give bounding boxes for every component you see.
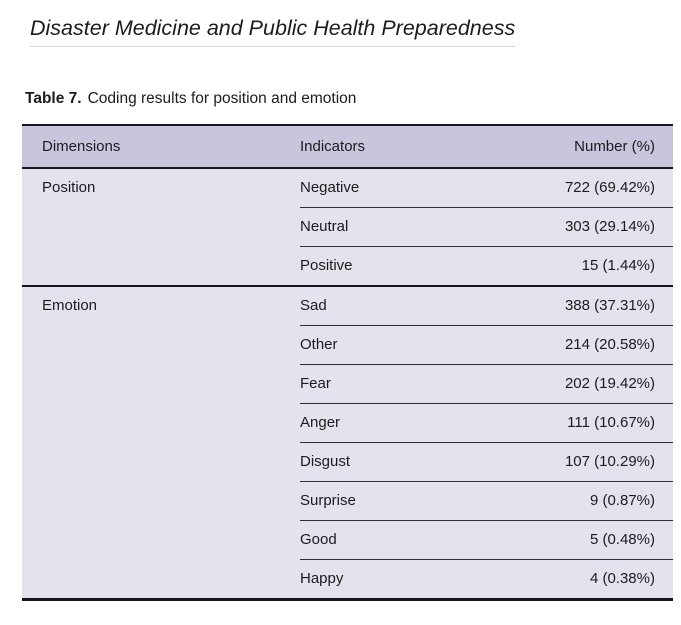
number-cell: 9 (0.87%) xyxy=(515,481,673,521)
indicator-cell: Other xyxy=(300,325,515,365)
coding-results-table: Dimensions Indicators Number (%) Positio… xyxy=(22,124,673,601)
indicator-cell: Good xyxy=(300,520,515,560)
number-cell: 15 (1.44%) xyxy=(515,246,673,286)
indicator-cell: Surprise xyxy=(300,481,515,521)
column-header-number: Number (%) xyxy=(515,125,673,169)
number-cell: 4 (0.38%) xyxy=(515,559,673,600)
journal-title: Disaster Medicine and Public Health Prep… xyxy=(30,15,516,47)
table-row-good: Good 5 (0.48%) xyxy=(22,520,673,560)
indicator-cell: Positive xyxy=(300,246,515,286)
table-row-happy: Happy 4 (0.38%) xyxy=(22,559,673,600)
indicator-cell: Disgust xyxy=(300,442,515,482)
table-row-other: Other 214 (20.58%) xyxy=(22,325,673,365)
table-caption-text: Coding results for position and emotion xyxy=(87,90,357,107)
indicator-cell: Neutral xyxy=(300,207,515,247)
number-cell: 388 (37.31%) xyxy=(515,285,673,326)
indicator-cell: Anger xyxy=(300,403,515,443)
column-header-indicators: Indicators xyxy=(300,125,515,169)
dimension-cell-position: Position xyxy=(22,168,300,286)
number-cell: 722 (69.42%) xyxy=(515,168,673,208)
table-caption-label: Table 7. xyxy=(25,90,82,107)
table-row-anger: Anger 111 (10.67%) xyxy=(22,403,673,443)
number-cell: 214 (20.58%) xyxy=(515,325,673,365)
number-cell: 202 (19.42%) xyxy=(515,364,673,404)
dimension-cell-emotion: Emotion xyxy=(22,285,300,600)
number-cell: 303 (29.14%) xyxy=(515,207,673,247)
indicator-cell: Happy xyxy=(300,559,515,600)
number-cell: 107 (10.29%) xyxy=(515,442,673,482)
number-cell: 5 (0.48%) xyxy=(515,520,673,560)
table-row-fear: Fear 202 (19.42%) xyxy=(22,364,673,404)
number-cell: 111 (10.67%) xyxy=(515,403,673,443)
table-row-neutral: Neutral 303 (29.14%) xyxy=(22,207,673,247)
indicator-cell: Negative xyxy=(300,168,515,208)
table-row-sad: Emotion Sad 388 (37.31%) xyxy=(22,285,673,600)
table-caption: Table 7. Coding results for position and … xyxy=(25,89,681,109)
table-header-row: Dimensions Indicators Number (%) xyxy=(22,125,673,169)
table-row-negative: Position Negative 722 (69.42%) xyxy=(22,168,673,286)
indicator-cell: Fear xyxy=(300,364,515,404)
table-row-positive: Positive 15 (1.44%) xyxy=(22,246,673,286)
table-row-surprise: Surprise 9 (0.87%) xyxy=(22,481,673,521)
indicator-cell: Sad xyxy=(300,285,515,326)
table-row-disgust: Disgust 107 (10.29%) xyxy=(22,442,673,482)
column-header-dimensions: Dimensions xyxy=(22,125,300,169)
